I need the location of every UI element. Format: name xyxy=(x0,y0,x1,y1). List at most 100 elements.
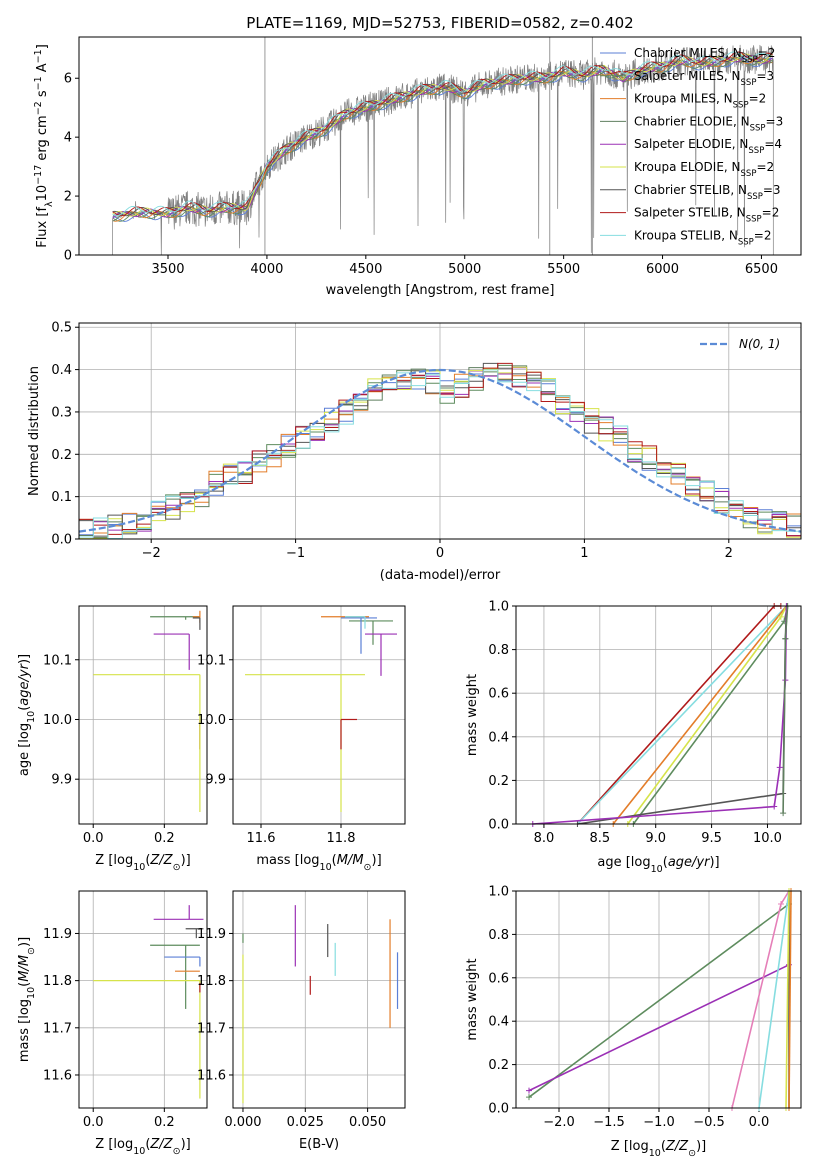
x-tick-label: 11.6 xyxy=(247,831,276,846)
y-tick-label: 1.0 xyxy=(488,885,509,900)
y-tick-label: 0.8 xyxy=(488,928,509,943)
legend-entry: Chabrier STELIB, NSSP=3 xyxy=(634,183,781,202)
y-tick-label: 0.5 xyxy=(51,321,72,336)
legend-entry: Salpeter MILES, NSSP=3 xyxy=(634,69,774,88)
weight-marker xyxy=(780,810,787,817)
legend-entry: Kroupa STELIB, NSSP=2 xyxy=(634,228,772,247)
y-tick-label: 0.0 xyxy=(51,533,72,548)
y-tick-label: 10.0 xyxy=(43,713,72,728)
x-tick-label: 0.0 xyxy=(83,1115,104,1130)
legend-entry: Chabrier ELODIE, NSSP=3 xyxy=(634,114,783,133)
x-tick-label: −1 xyxy=(286,546,305,561)
y-tick-label: 11.6 xyxy=(197,1068,226,1083)
x-tick-label: 4000 xyxy=(250,262,283,277)
cumulative-weight-3 xyxy=(627,605,788,825)
y-tick-label: 0.2 xyxy=(488,774,509,789)
x-tick-label: −2 xyxy=(142,546,161,561)
y-tick-label: 10.1 xyxy=(43,653,72,668)
x-tick-label: 5500 xyxy=(547,262,580,277)
y-tick-label: 11.6 xyxy=(43,1068,72,1083)
x-tick-label: 8.0 xyxy=(534,831,555,846)
x-tick-label: 6000 xyxy=(646,262,679,277)
spectrum-title: PLATE=1169, MJD=52753, FIBERID=0582, z=0… xyxy=(246,14,633,32)
y-tick-label: 0.2 xyxy=(51,448,72,463)
x-tick-label: 9.5 xyxy=(701,831,722,846)
x-tick-label: 0.050 xyxy=(349,1115,386,1130)
y-tick-label: 0.3 xyxy=(51,405,72,420)
mass-vs-Z-points xyxy=(93,905,204,1099)
age-vs-Z-ylabel: age [log10(age/yr)] xyxy=(17,654,37,776)
y-tick-label: 11.9 xyxy=(197,927,226,942)
x-tick-label: 0.025 xyxy=(287,1115,324,1130)
weight-marker xyxy=(782,635,789,642)
x-tick-label: 9.0 xyxy=(645,831,666,846)
x-tick-label: 0.2 xyxy=(154,1115,175,1130)
weight-marker xyxy=(777,613,784,620)
weight-marker xyxy=(776,764,783,771)
y-tick-label: 0.1 xyxy=(51,490,72,505)
x-tick-label: 4500 xyxy=(349,262,382,277)
spectrum-lines xyxy=(112,37,774,255)
mass-vs-Z-ylabel: mass [log10(M/M⊙)] xyxy=(17,937,37,1062)
age-vs-Z-xlabel: Z [log10(Z/Z⊙)] xyxy=(95,853,190,873)
age-vs-mass-xlabel: mass [log10(M/M⊙)] xyxy=(256,853,381,873)
legend-entry: Salpeter STELIB, NSSP=2 xyxy=(634,206,779,225)
x-tick-label: −1.0 xyxy=(643,1115,675,1130)
weight-marker xyxy=(526,1094,532,1101)
y-tick-label: 11.8 xyxy=(197,974,226,989)
weight-marker xyxy=(526,1087,532,1094)
mass-vs-EBV-points xyxy=(242,905,399,1104)
spectrum-plot xyxy=(112,37,774,255)
y-tick-label: 0.0 xyxy=(488,1102,509,1117)
weight-marker xyxy=(771,803,778,810)
weight-vs-age-xlabel: age [log10(age/yr)] xyxy=(597,855,719,875)
residuals-xlabel: (data-model)/error xyxy=(380,568,501,583)
x-tick-label: 3500 xyxy=(151,262,184,277)
x-tick-label: −1.5 xyxy=(593,1115,625,1130)
cumulative-weight-5 xyxy=(785,890,790,1109)
y-tick-label: 0.6 xyxy=(488,971,509,986)
weight-vs-age-lines xyxy=(529,603,791,827)
weight-marker xyxy=(778,901,784,908)
y-tick-label: 10.1 xyxy=(197,653,226,668)
y-tick-label: 2 xyxy=(64,190,72,205)
cumulative-weight-1 xyxy=(576,605,788,825)
weight-vs-Z-lines xyxy=(526,888,794,1111)
legend-entry: Chabrier MILES, NSSP=2 xyxy=(634,46,775,65)
residuals-frame xyxy=(78,322,802,540)
x-tick-label: 1 xyxy=(580,546,588,561)
x-tick-label: 0.2 xyxy=(154,831,175,846)
y-tick-label: 10.0 xyxy=(197,713,226,728)
histogram-8 xyxy=(79,369,801,540)
y-tick-label: 6 xyxy=(64,72,72,87)
age-vs-mass-axes: 11.6 11.8 9.9 10.0 10.1 xyxy=(197,606,405,846)
spectrum-xlabel: wavelength [Angstrom, rest frame] xyxy=(326,283,555,298)
x-tick-label: 2 xyxy=(725,546,733,561)
y-tick-label: 0.4 xyxy=(488,1015,509,1030)
spectrum-ylabel: Flux [fλ10−17 erg cm−2 s−1 A−1] xyxy=(33,44,55,248)
age-vs-Z-frame xyxy=(78,605,208,825)
y-tick-label: 0.2 xyxy=(488,1058,509,1073)
y-tick-label: 9.9 xyxy=(205,773,226,788)
y-tick-label: 11.8 xyxy=(43,974,72,989)
normal-curve xyxy=(78,368,802,533)
age-vs-mass-frame xyxy=(232,605,406,825)
x-tick-label: 0.0 xyxy=(749,1115,770,1130)
y-tick-label: 0.6 xyxy=(488,687,509,702)
y-tick-label: 0.0 xyxy=(488,818,509,833)
age-vs-Z-points xyxy=(93,610,201,813)
y-tick-label: 0.4 xyxy=(488,730,509,745)
weight-vs-Z-ylabel: mass weight xyxy=(465,958,480,1040)
normal-legend-label: N(0, 1) xyxy=(739,337,780,351)
y-tick-label: 9.9 xyxy=(51,773,72,788)
x-tick-label: 0.000 xyxy=(224,1115,261,1130)
mass-vs-EBV-xlabel: E(B-V) xyxy=(299,1137,339,1152)
cumulative-weight-2 xyxy=(612,605,788,825)
mass-vs-Z-frame xyxy=(78,890,208,1109)
legend-entry: Kroupa ELODIE, NSSP=2 xyxy=(634,160,774,179)
mass-vs-EBV-frame xyxy=(232,890,406,1109)
model-6 xyxy=(112,51,773,217)
x-tick-label: 0 xyxy=(436,546,444,561)
weight-vs-Z-xlabel: Z [log10(Z/Z⊙)] xyxy=(611,1139,706,1159)
residuals-ylabel: Normed distribution xyxy=(27,366,42,496)
